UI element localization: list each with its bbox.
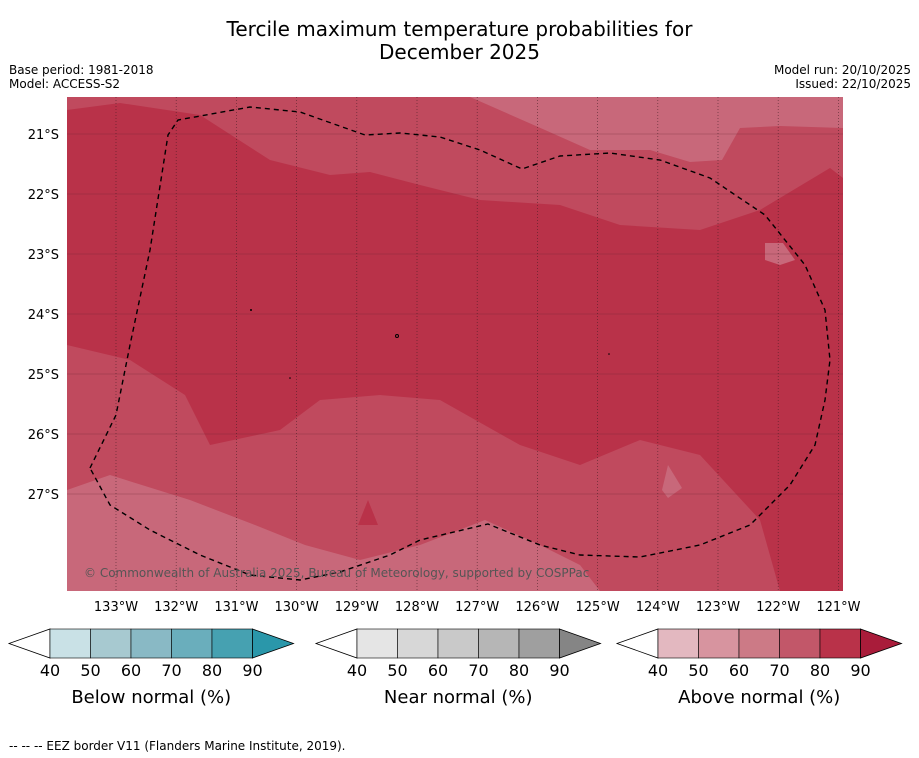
colorbar-segment (478, 628, 520, 659)
colorbar-tick: 50 (688, 661, 708, 680)
colorbar-label: Above normal (%) (678, 687, 840, 708)
lon-label: 124°W (636, 600, 680, 615)
colorbar-tick: 70 (468, 661, 488, 680)
lat-label: 22°S (28, 188, 59, 203)
lon-label: 129°W (335, 600, 379, 615)
issued-date: Issued: 22/10/2025 (795, 77, 911, 91)
colorbar-segment (211, 628, 253, 659)
model-run: Model run: 20/10/2025 (773, 63, 911, 77)
colorbar-max-extend (252, 628, 295, 659)
lon-label: 133°W (94, 600, 138, 615)
field-60-70-north (470, 97, 843, 162)
colorbar-min-extend (7, 628, 51, 659)
island-dot (395, 334, 399, 338)
colorbar-2: 40 50 60 70 80 90 Above normal (%) (615, 628, 903, 708)
colorbar-segment (49, 628, 91, 659)
colorbar-1: 40 50 60 70 80 90 Near normal (%) (314, 628, 602, 708)
colorbar-tick: 90 (242, 661, 262, 680)
colorbar-legends: 40 50 60 70 80 90 Below normal (%) 40 50 60 70 80 90… (7, 628, 903, 708)
colorbar-tick: 80 (810, 661, 830, 680)
colorbar-segment (819, 628, 861, 659)
colorbar-tick: 70 (161, 661, 181, 680)
eez-legend-note: -- -- -- EEZ border V11 (Flanders Marine… (9, 739, 346, 753)
colorbar-segment (90, 628, 132, 659)
small-islands (250, 309, 610, 379)
lat-label: 23°S (28, 248, 59, 263)
colorbar-tick: 60 (121, 661, 141, 680)
lon-label: 121°W (816, 600, 860, 615)
colorbar-tick: 90 (549, 661, 569, 680)
colorbar-tick: 40 (40, 661, 60, 680)
longitude-labels: 133°W 132°W 131°W 130°W 129°W 128°W 127°W 126°W… (94, 600, 861, 615)
lon-label: 127°W (455, 600, 499, 615)
lon-label: 132°W (154, 600, 198, 615)
title-line-1: Tercile maximum temperature probabilitie… (226, 17, 693, 41)
colorbar-segment (698, 628, 740, 659)
lon-label: 123°W (696, 600, 740, 615)
lat-label: 26°S (28, 428, 59, 443)
lon-label: 128°W (395, 600, 439, 615)
colorbar-min-extend (314, 628, 358, 659)
colorbar-tick: 60 (729, 661, 749, 680)
colorbar-segment (518, 628, 560, 659)
copyright-text: © Commonwealth of Australia 2025, Bureau… (84, 566, 589, 580)
lon-label: 131°W (214, 600, 258, 615)
island-dot (289, 377, 291, 379)
colorbar-segment (130, 628, 172, 659)
lat-label: 21°S (28, 128, 59, 143)
field-60-70-southeast-patch (662, 465, 682, 498)
island-dot (608, 353, 610, 355)
map-title: Tercile maximum temperature probabilitie… (0, 18, 919, 64)
colorbar-label: Below normal (%) (71, 687, 231, 708)
island-dot (250, 309, 252, 311)
colorbar-tick: 80 (509, 661, 529, 680)
base-info: Base period: 1981-2018 Model: ACCESS-S2 (9, 63, 154, 91)
colorbar-tick: 50 (387, 661, 407, 680)
colorbar-tick: 90 (850, 661, 870, 680)
colorbar-segment (356, 628, 398, 659)
colorbar-segment (397, 628, 439, 659)
graticule (67, 97, 843, 591)
title-line-2: December 2025 (379, 40, 540, 64)
colorbar-max-extend (559, 628, 602, 659)
lon-label: 125°W (576, 600, 620, 615)
field-80-90 (67, 103, 843, 591)
lat-label: 27°S (28, 488, 59, 503)
colorbar-segment (738, 628, 780, 659)
colorbar-segment (657, 628, 699, 659)
lat-label: 24°S (28, 308, 59, 323)
colorbar-segment (779, 628, 821, 659)
lon-label: 130°W (275, 600, 319, 615)
colorbar-min-extend (615, 628, 659, 659)
run-info: Model run: 20/10/2025 Issued: 22/10/2025 (774, 63, 911, 91)
colorbar-tick: 40 (648, 661, 668, 680)
colorbar-tick: 40 (347, 661, 367, 680)
model-name: Model: ACCESS-S2 (9, 77, 121, 91)
colorbar-max-extend (860, 628, 903, 659)
lon-label: 126°W (515, 600, 559, 615)
field-60-70-south (67, 475, 600, 591)
colorbar-tick: 60 (428, 661, 448, 680)
lon-label: 122°W (756, 600, 800, 615)
colorbar-tick: 70 (769, 661, 789, 680)
colorbar-tick: 50 (80, 661, 100, 680)
colorbar-0: 40 50 60 70 80 90 Below normal (%) (7, 628, 295, 708)
eez-border (89, 106, 831, 581)
colorbar-label: Near normal (%) (384, 687, 533, 708)
probability-field (67, 97, 843, 591)
colorbar-tick: 80 (202, 661, 222, 680)
colorbar-segment (171, 628, 213, 659)
lat-label: 25°S (28, 368, 59, 383)
base-period: Base period: 1981-2018 (9, 63, 154, 77)
colorbar-segment (437, 628, 479, 659)
field-80-90-south-patch (358, 500, 378, 525)
latitude-labels: 21°S 22°S 23°S 24°S 25°S 26°S 27°S (28, 128, 59, 503)
